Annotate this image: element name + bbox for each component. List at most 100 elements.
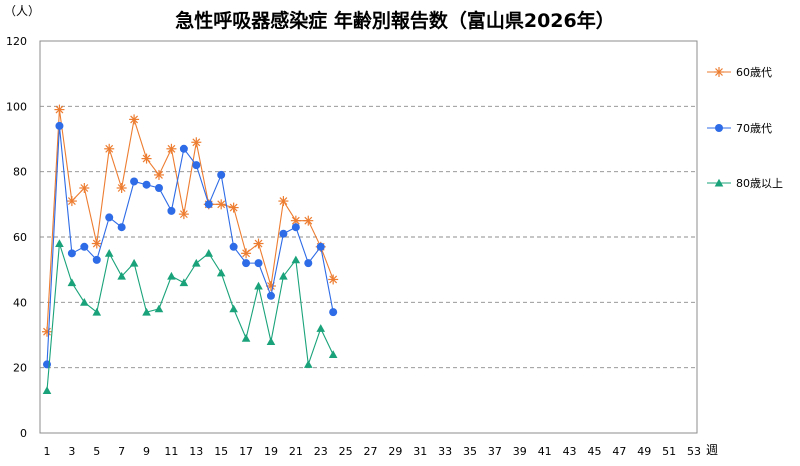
data-point [117,271,126,280]
data-point [241,248,252,259]
data-point [153,169,164,180]
data-point [167,271,176,280]
data-point [67,278,77,287]
data-point [104,249,114,257]
data-point [166,143,177,154]
y-tick-label: 20 [13,362,27,375]
x-tick-label: 13 [189,445,203,458]
data-point [129,114,140,125]
x-tick-label: 11 [164,445,178,458]
x-tick-label: 35 [463,445,477,458]
data-point [229,242,238,251]
x-tick-label: 53 [687,445,701,458]
legend-marker [715,124,723,132]
series-line-1 [46,109,334,332]
x-tick-label: 39 [513,445,527,458]
data-point [253,238,264,249]
data-point [254,259,263,268]
y-axis-unit-label: （人） [4,4,40,18]
data-point [105,213,114,222]
data-point [316,324,326,332]
x-tick-label: 47 [612,445,626,458]
x-tick-label: 41 [538,445,552,458]
data-point [79,183,90,193]
legend-label: 60歳代 [736,66,772,79]
legend-marker [714,178,724,187]
data-point [54,104,65,115]
data-point [266,337,276,345]
data-point [278,196,289,207]
data-point [216,268,226,277]
data-point [55,239,64,247]
data-point [55,121,64,130]
data-point [80,242,89,251]
series-line-3 [46,243,334,391]
data-point [130,177,139,186]
data-point [316,242,325,251]
data-point [328,350,338,359]
data-point [192,258,201,267]
data-point [179,144,188,153]
x-tick-label: 45 [587,445,601,458]
x-tick-label: 51 [662,445,676,458]
data-point [179,278,189,287]
x-tick-label: 23 [314,445,328,458]
y-tick-label: 100 [6,100,27,113]
data-point [242,259,251,268]
y-tick-label: 40 [13,296,27,309]
data-point [279,271,288,280]
data-point [191,137,202,148]
chart-title: 急性呼吸器感染症 年齢別報告数（富山県2026年） [175,9,615,32]
x-tick-label: 1 [44,445,51,458]
data-point [229,304,238,313]
data-point [304,259,313,268]
data-point [42,326,52,337]
data-point [303,360,313,368]
data-point [204,249,214,257]
data-point [291,223,300,232]
y-tick-label: 120 [6,35,27,48]
data-point [67,249,76,258]
data-point [217,170,226,179]
data-point [154,184,163,192]
x-tick-label: 15 [214,445,228,458]
x-tick-label: 49 [637,445,651,458]
x-tick-label: 19 [264,445,278,458]
y-tick-label: 80 [13,166,27,179]
data-point [216,199,227,210]
legend-label: 70歳代 [736,122,772,135]
data-point [291,255,301,264]
data-point [266,291,275,300]
data-point [104,143,115,154]
data-point [328,274,339,285]
data-point [80,298,89,306]
data-point [92,255,101,264]
x-tick-label: 3 [68,445,75,458]
data-point [254,281,263,290]
data-point [303,215,314,226]
x-tick-label: 17 [239,445,253,458]
data-point [228,202,239,213]
data-point [141,153,152,164]
data-point [42,386,52,394]
series-line-2 [46,125,334,365]
x-tick-label: 43 [563,445,577,458]
x-tick-label: 33 [438,445,452,458]
x-tick-label: 7 [118,445,125,458]
data-point [178,209,189,220]
data-point [92,307,102,316]
legend-marker [714,67,724,77]
data-point [329,308,338,317]
data-point [66,196,77,207]
x-tick-label: 29 [388,445,402,458]
data-point [116,183,127,193]
data-point [91,238,102,249]
data-point [192,161,201,170]
x-axis-unit-label: 週 [706,443,718,457]
data-point [142,307,151,316]
data-point [167,206,176,215]
data-point [204,200,213,209]
data-point [154,304,164,313]
x-tick-label: 25 [339,445,353,458]
